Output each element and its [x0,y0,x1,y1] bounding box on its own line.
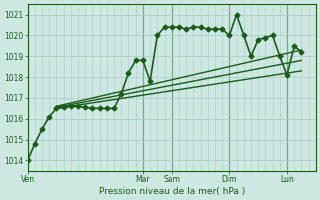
X-axis label: Pression niveau de la mer( hPa ): Pression niveau de la mer( hPa ) [99,187,245,196]
